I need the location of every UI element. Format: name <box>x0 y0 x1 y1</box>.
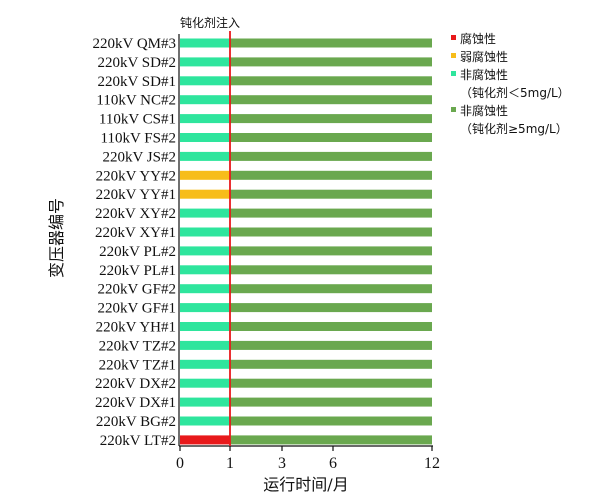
bar-segment <box>180 359 230 369</box>
bar-segment <box>230 57 432 67</box>
y-axis-title: 变压器编号 <box>47 198 66 278</box>
y-tick-label: 220kV TZ#1 <box>99 357 176 373</box>
bar-segment <box>180 303 230 313</box>
bar-segment <box>180 378 230 388</box>
y-tick-label: 220kV YH#1 <box>96 320 176 336</box>
bar-segment <box>180 340 230 350</box>
bar-segment <box>230 114 432 124</box>
x-tick-label: 3 <box>278 455 286 472</box>
bar-segment <box>180 397 230 407</box>
y-tick-label: 110kV NC#2 <box>96 93 176 109</box>
bar-segment <box>230 340 432 350</box>
bar-segment <box>230 38 432 48</box>
legend-label: 非腐蚀性 <box>460 67 508 82</box>
y-tick-label: 110kV FS#2 <box>101 131 176 147</box>
y-tick-label: 220kV PL#2 <box>99 244 176 260</box>
legend-label: 弱腐蚀性 <box>460 49 508 64</box>
bar-segment <box>180 95 230 105</box>
bar-segment <box>180 170 230 180</box>
bar-segment <box>180 133 230 142</box>
bar-segment <box>230 170 432 180</box>
y-tick-label: 220kV GF#1 <box>98 301 177 317</box>
bar-segment <box>180 322 230 331</box>
bar-segment <box>230 303 432 313</box>
bar-segment <box>180 76 230 86</box>
x-tick-label: 12 <box>424 455 440 472</box>
bar-segment <box>180 114 230 124</box>
bar-segment <box>180 151 230 161</box>
bar-segment <box>180 227 230 237</box>
bars-group <box>178 34 432 446</box>
bar-segment <box>230 265 432 275</box>
y-tick-label: 220kV YY#2 <box>96 168 176 184</box>
bar-segment <box>230 151 432 161</box>
legend-label: 非腐蚀性 <box>460 103 508 118</box>
bar-segment <box>230 95 432 105</box>
bar-segment <box>230 322 432 331</box>
y-tick-label: 220kV LT#2 <box>100 433 176 449</box>
bar-segment <box>180 416 230 426</box>
y-tick-label: 110kV CS#1 <box>99 112 176 128</box>
y-tick-label: 220kV PL#1 <box>99 263 176 279</box>
bar-segment <box>230 189 432 199</box>
legend-swatch <box>451 53 456 58</box>
bar-segment <box>230 416 432 426</box>
bar-segment <box>230 284 432 294</box>
bar-segment <box>230 76 432 86</box>
x-tick-label: 6 <box>329 455 337 472</box>
bar-segment <box>230 359 432 369</box>
y-tick-labels: 220kV QM#3 220kV SD#2 220kV SD#1 110kV NC#2… <box>93 36 176 449</box>
x-tick-labels: 0 1 3 6 12 <box>176 446 440 472</box>
y-tick-label: 220kV SD#2 <box>98 55 177 71</box>
inhibitor-injection-annotation: 钝化剂注入 <box>180 15 240 30</box>
y-tick-label: 220kV SD#1 <box>98 74 177 90</box>
legend-swatch <box>451 107 456 112</box>
bar-segment <box>230 246 432 256</box>
bar-segment <box>230 227 432 237</box>
bar-segment <box>180 284 230 294</box>
legend-swatch <box>451 71 456 76</box>
bar-segment <box>180 189 230 199</box>
legend-label: 腐蚀性 <box>460 31 496 46</box>
y-tick-label: 220kV QM#3 <box>93 36 176 52</box>
bar-segment <box>180 208 230 218</box>
bar-segment <box>180 57 230 67</box>
legend-sublabel: （钝化剂＜5mg/L） <box>460 85 570 100</box>
bar-segment <box>180 265 230 275</box>
y-tick-label: 220kV GF#2 <box>98 282 177 298</box>
bar-segment <box>230 435 432 445</box>
y-tick-label: 220kV XY#1 <box>95 225 176 241</box>
legend-swatch <box>451 35 456 40</box>
legend-sublabel: （钝化剂≥5mg/L） <box>460 121 568 136</box>
x-tick-label: 0 <box>176 455 184 472</box>
bar-segment <box>230 208 432 218</box>
y-tick-label: 220kV DX#1 <box>95 395 176 411</box>
x-axis-title: 运行时间/月 <box>263 475 348 494</box>
bar-segment <box>230 133 432 142</box>
y-tick-label: 220kV JS#2 <box>103 149 177 165</box>
bar-segment <box>180 435 230 445</box>
bar-segment <box>230 397 432 407</box>
y-tick-label: 220kV TZ#2 <box>99 338 176 354</box>
y-tick-label: 220kV YY#1 <box>96 187 176 203</box>
bar-segment <box>180 38 230 48</box>
bar-segment <box>180 246 230 256</box>
bar-segment <box>230 378 432 388</box>
x-tick-label: 1 <box>226 455 234 472</box>
y-tick-label: 220kV BG#2 <box>96 414 176 430</box>
y-tick-label: 220kV XY#2 <box>95 206 176 222</box>
y-tick-label: 220kV DX#2 <box>95 376 176 392</box>
